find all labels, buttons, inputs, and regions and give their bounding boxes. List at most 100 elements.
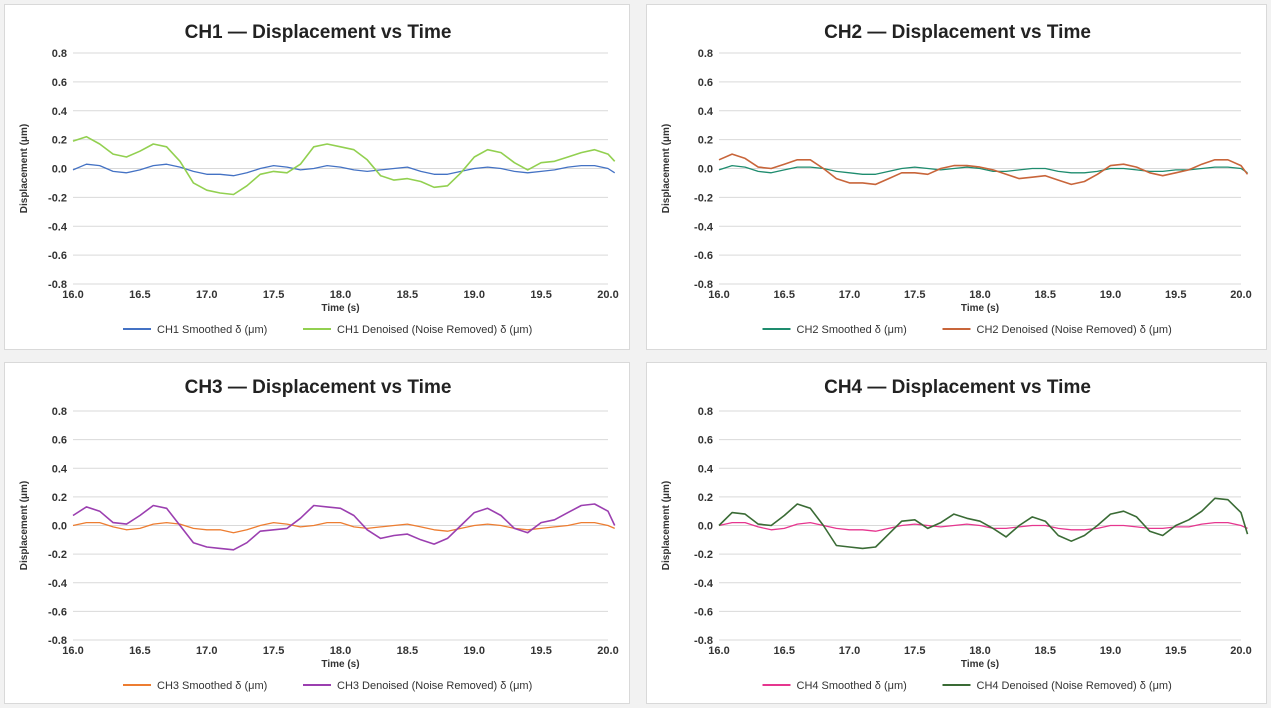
series-line-denoised <box>72 135 616 196</box>
chart-svg: CH4 — Displacement vs Time 0.8 0.6 0.4 0.2 0.… <box>661 377 1252 692</box>
legend-label: CH3 Smoothed δ (μm) <box>157 680 267 692</box>
y-tick-label: -0.2 <box>48 549 67 561</box>
x-tick-label: 19.5 <box>1165 645 1186 657</box>
y-tick-label: -0.6 <box>48 606 67 618</box>
y-tick-label: 0.2 <box>698 492 713 504</box>
x-axis-label: Time (s) <box>961 659 999 670</box>
series-line-smoothed <box>718 521 1248 532</box>
y-axis-label: Displacement (μm) <box>661 124 672 213</box>
legend-label: CH4 Smoothed δ (μm) <box>797 680 907 692</box>
y-tick-label: -0.2 <box>694 549 713 561</box>
chart-svg: CH2 — Displacement vs Time 0.8 0.6 0.4 0.2 0.… <box>661 22 1252 336</box>
x-tick-label: 16.5 <box>774 645 795 657</box>
chart-svg: CH1 — Displacement vs Time 0.8 0.6 0.4 0.2 0.… <box>19 22 619 336</box>
y-tick-label: 0.0 <box>52 164 67 176</box>
x-tick-label: 18.0 <box>969 645 990 657</box>
x-tick-label: 17.5 <box>263 289 284 301</box>
chart-panel-ch2: CH2 — Displacement vs Time 0.8 0.6 0.4 0.2 0.… <box>646 4 1267 350</box>
x-tick-label: 16.5 <box>129 289 150 301</box>
chart-title: CH1 — Displacement vs Time <box>185 22 452 43</box>
x-tick-label: 19.0 <box>464 645 485 657</box>
x-tick-label: 18.5 <box>397 645 418 657</box>
y-tick-label: -0.6 <box>694 606 713 618</box>
legend-label: CH4 Denoised (Noise Removed) δ (μm) <box>977 680 1172 692</box>
y-tick-label: 0.8 <box>52 48 67 60</box>
x-tick-label: 19.0 <box>1100 289 1121 301</box>
y-tick-label: 0.4 <box>698 106 714 118</box>
x-tick-label: 18.5 <box>1035 645 1056 657</box>
y-tick-label: 0.6 <box>698 77 713 89</box>
y-tick-label: 0.4 <box>52 106 68 118</box>
chart-panel-ch1: CH1 — Displacement vs Time 0.8 0.6 0.4 0.2 0.… <box>4 4 630 350</box>
y-tick-label: 0.6 <box>52 77 67 89</box>
x-tick-label: 19.0 <box>464 289 485 301</box>
y-tick-label: -0.8 <box>694 635 713 647</box>
x-tick-label: 17.5 <box>263 645 284 657</box>
series-line-smoothed <box>72 163 616 177</box>
x-tick-label: 17.0 <box>196 289 217 301</box>
series-line-denoised <box>718 153 1249 186</box>
y-tick-label: 0.6 <box>698 435 713 447</box>
y-tick-label: 0.8 <box>698 48 713 60</box>
series-line-denoised <box>718 497 1249 550</box>
legend-label: CH2 Smoothed δ (μm) <box>797 324 907 336</box>
y-axis-label: Displacement (μm) <box>19 481 30 570</box>
y-tick-label: 0.2 <box>52 492 67 504</box>
series-line-smoothed <box>718 164 1248 175</box>
series-line-denoised <box>72 503 616 551</box>
y-tick-label: 0.0 <box>52 521 67 533</box>
y-tick-label: -0.2 <box>694 192 713 204</box>
x-tick-label: 18.0 <box>969 289 990 301</box>
x-axis-label: Time (s) <box>321 659 359 670</box>
x-tick-label: 18.0 <box>330 645 351 657</box>
legend-label: CH1 Denoised (Noise Removed) δ (μm) <box>337 324 532 336</box>
x-tick-label: 16.0 <box>62 289 83 301</box>
chart-svg: CH3 — Displacement vs Time 0.8 0.6 0.4 0.2 0.… <box>19 377 619 692</box>
y-tick-label: 0.2 <box>52 135 67 147</box>
y-tick-label: -0.8 <box>694 279 713 291</box>
x-axis-label: Time (s) <box>321 303 359 314</box>
x-axis-label: Time (s) <box>961 303 999 314</box>
y-tick-label: -0.8 <box>48 635 67 647</box>
chart-title: CH3 — Displacement vs Time <box>185 377 452 398</box>
y-tick-label: -0.6 <box>694 250 713 262</box>
chart-title: CH4 — Displacement vs Time <box>824 377 1091 398</box>
y-tick-label: 0.4 <box>698 463 714 475</box>
y-axis-label: Displacement (μm) <box>19 124 30 213</box>
x-tick-label: 16.0 <box>708 645 729 657</box>
y-tick-label: 0.0 <box>698 164 713 176</box>
x-tick-label: 17.0 <box>839 645 860 657</box>
legend-label: CH3 Denoised (Noise Removed) δ (μm) <box>337 680 532 692</box>
y-tick-label: 0.0 <box>698 521 713 533</box>
x-tick-label: 19.0 <box>1100 645 1121 657</box>
x-tick-label: 16.0 <box>708 289 729 301</box>
series-line-smoothed <box>72 521 615 534</box>
x-tick-label: 20.0 <box>1230 645 1251 657</box>
y-tick-label: -0.8 <box>48 279 67 291</box>
y-tick-label: 0.8 <box>698 406 713 418</box>
x-tick-label: 16.5 <box>774 289 795 301</box>
x-tick-label: 19.5 <box>530 289 551 301</box>
x-tick-label: 18.5 <box>397 289 418 301</box>
x-tick-label: 17.0 <box>196 645 217 657</box>
x-tick-label: 16.0 <box>62 645 83 657</box>
y-tick-label: 0.8 <box>52 406 67 418</box>
x-tick-label: 17.0 <box>839 289 860 301</box>
x-tick-label: 17.5 <box>904 645 925 657</box>
y-tick-label: -0.4 <box>48 221 68 233</box>
y-tick-label: -0.4 <box>694 221 714 233</box>
legend-label: CH2 Denoised (Noise Removed) δ (μm) <box>977 324 1172 336</box>
y-axis-label: Displacement (μm) <box>661 481 672 570</box>
chart-panel-ch4: CH4 — Displacement vs Time 0.8 0.6 0.4 0.2 0.… <box>646 362 1267 704</box>
y-tick-label: -0.4 <box>694 578 714 590</box>
y-tick-label: 0.4 <box>52 463 68 475</box>
x-tick-label: 20.0 <box>597 645 618 657</box>
x-tick-label: 16.5 <box>129 645 150 657</box>
x-tick-label: 18.0 <box>330 289 351 301</box>
chart-title: CH2 — Displacement vs Time <box>824 22 1091 43</box>
chart-panel-ch3: CH3 — Displacement vs Time 0.8 0.6 0.4 0.2 0.… <box>4 362 630 704</box>
y-tick-label: -0.4 <box>48 578 68 590</box>
y-tick-label: -0.2 <box>48 192 67 204</box>
x-tick-label: 17.5 <box>904 289 925 301</box>
x-tick-label: 19.5 <box>1165 289 1186 301</box>
